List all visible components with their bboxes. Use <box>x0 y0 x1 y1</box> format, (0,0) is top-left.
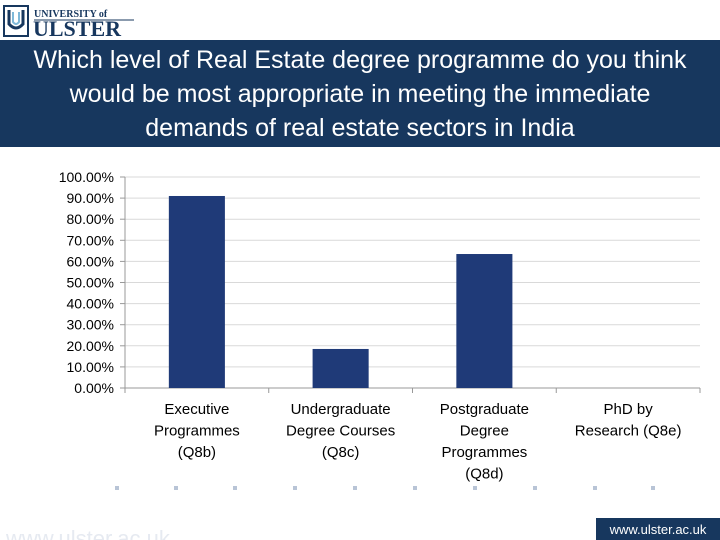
logo-graphic: UNIVERSITY of ULSTER <box>3 5 134 41</box>
x-category-label: Programmes <box>154 423 240 440</box>
x-category-label: (Q8c) <box>322 444 360 461</box>
decorative-dot <box>473 486 477 490</box>
bar <box>456 254 513 388</box>
footer-url[interactable]: www.ulster.ac.uk <box>596 518 720 540</box>
footer-left-text: www.ulster.ac.uk <box>6 526 170 540</box>
decorative-dot <box>651 486 655 490</box>
x-category-label: Programmes <box>441 444 527 461</box>
bar <box>312 348 369 388</box>
logo-small-text: UNIVERSITY of <box>34 9 108 20</box>
x-category-label: Postgraduate <box>440 401 529 418</box>
y-tick-label: 70.00% <box>67 232 114 248</box>
decorative-dot <box>533 486 537 490</box>
decorative-dot <box>353 486 357 490</box>
decorative-dot <box>174 486 178 490</box>
y-tick-label: 10.00% <box>67 359 114 375</box>
x-category-label: Research (Q8e) <box>575 423 682 440</box>
footer-url-text[interactable]: www.ulster.ac.uk <box>609 521 707 537</box>
x-category-label: (Q8d) <box>465 466 503 483</box>
ulster-crest-icon <box>7 10 25 30</box>
x-category-label: Executive <box>164 401 229 418</box>
decorative-dot <box>115 486 119 490</box>
y-tick-label: 100.00% <box>59 169 114 185</box>
x-category-label: Undergraduate <box>291 401 391 418</box>
y-tick-label: 40.00% <box>67 296 114 312</box>
bar-chart: 0.00% 10.00% 20.00% 30.00% 40.00% 50.00% 60.00… <box>59 169 701 483</box>
y-tick-label: 90.00% <box>67 190 114 206</box>
title-band: Which level of Real Estate degree progra… <box>0 40 720 147</box>
y-tick-label: 60.00% <box>67 253 114 269</box>
y-tick-label: 20.00% <box>67 338 114 354</box>
footer-left-watermark: www.ulster.ac.uk <box>0 524 200 540</box>
decorative-dots <box>115 486 655 490</box>
y-tick-label: 0.00% <box>74 380 114 396</box>
university-logo: UNIVERSITY of ULSTER <box>0 0 140 41</box>
decorative-dot <box>413 486 417 490</box>
bar <box>168 195 225 388</box>
y-tick-label: 30.00% <box>67 317 114 333</box>
x-category-label: PhD by <box>604 401 654 418</box>
x-category-label: Degree <box>460 423 509 440</box>
x-category-label: Degree Courses <box>286 423 395 440</box>
y-tick-label: 80.00% <box>67 211 114 227</box>
page-title: Which level of Real Estate degree progra… <box>33 45 687 142</box>
decorative-dot <box>293 486 297 490</box>
decorative-dot <box>233 486 237 490</box>
decorative-dot <box>593 486 597 490</box>
x-category-label: (Q8b) <box>178 444 216 461</box>
y-tick-label: 50.00% <box>67 275 114 291</box>
